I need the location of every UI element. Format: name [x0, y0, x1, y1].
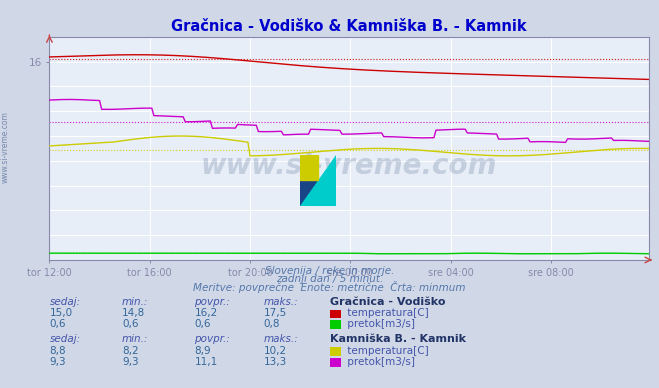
Text: povpr.:: povpr.: — [194, 296, 230, 307]
Text: 16,2: 16,2 — [194, 308, 217, 318]
Text: temperatura[C]: temperatura[C] — [344, 308, 429, 318]
Text: www.si-vreme.com: www.si-vreme.com — [201, 152, 498, 180]
Text: 9,3: 9,3 — [49, 357, 66, 367]
Text: maks.:: maks.: — [264, 334, 299, 344]
Text: 0,6: 0,6 — [194, 319, 211, 329]
Text: povpr.:: povpr.: — [194, 334, 230, 344]
Text: sedaj:: sedaj: — [49, 296, 80, 307]
Text: www.si-vreme.com: www.si-vreme.com — [1, 111, 10, 184]
Text: 9,3: 9,3 — [122, 357, 138, 367]
Text: 14,8: 14,8 — [122, 308, 145, 318]
Text: min.:: min.: — [122, 296, 148, 307]
Text: 15,0: 15,0 — [49, 308, 72, 318]
Text: 8,2: 8,2 — [122, 346, 138, 356]
Text: zadnji dan / 5 minut.: zadnji dan / 5 minut. — [276, 274, 383, 284]
Text: pretok[m3/s]: pretok[m3/s] — [344, 319, 415, 329]
Text: maks.:: maks.: — [264, 296, 299, 307]
Text: 17,5: 17,5 — [264, 308, 287, 318]
Text: temperatura[C]: temperatura[C] — [344, 346, 429, 356]
Text: pretok[m3/s]: pretok[m3/s] — [344, 357, 415, 367]
Text: sedaj:: sedaj: — [49, 334, 80, 344]
Text: Meritve: povprečne  Enote: metrične  Črta: minmum: Meritve: povprečne Enote: metrične Črta:… — [193, 281, 466, 293]
Polygon shape — [300, 155, 318, 180]
Text: 0,8: 0,8 — [264, 319, 280, 329]
Polygon shape — [300, 155, 336, 206]
Text: 8,8: 8,8 — [49, 346, 66, 356]
Text: 0,6: 0,6 — [49, 319, 66, 329]
Text: Slovenija / reke in morje.: Slovenija / reke in morje. — [265, 265, 394, 275]
Text: Kamniška B. - Kamnik: Kamniška B. - Kamnik — [330, 334, 465, 344]
Text: 13,3: 13,3 — [264, 357, 287, 367]
Text: min.:: min.: — [122, 334, 148, 344]
Text: 11,1: 11,1 — [194, 357, 217, 367]
Title: Gračnica - Vodiško & Kamniška B. - Kamnik: Gračnica - Vodiško & Kamniška B. - Kamni… — [171, 19, 527, 34]
Text: 10,2: 10,2 — [264, 346, 287, 356]
Text: 8,9: 8,9 — [194, 346, 211, 356]
Text: Gračnica - Vodiško: Gračnica - Vodiško — [330, 296, 445, 307]
Text: 0,6: 0,6 — [122, 319, 138, 329]
Polygon shape — [300, 155, 336, 206]
